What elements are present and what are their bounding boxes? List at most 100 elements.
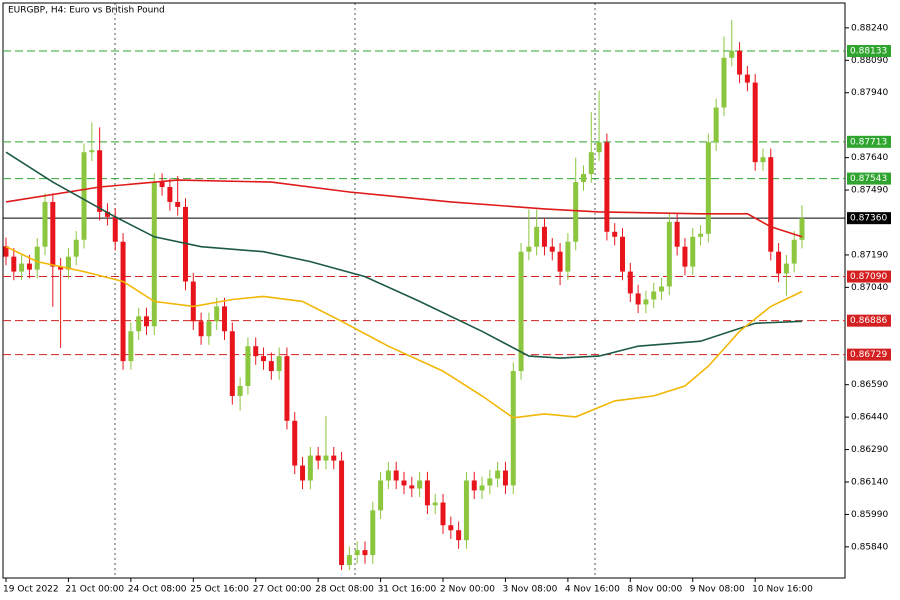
candle-body <box>737 50 743 75</box>
candle-body <box>120 241 126 362</box>
candle-body <box>222 306 228 332</box>
x-tick-label: 3 Nov 08:00 <box>502 585 557 595</box>
price-level-tag <box>847 212 891 225</box>
candle-body <box>268 361 274 372</box>
candle-body <box>534 226 540 247</box>
candle-body <box>104 211 110 217</box>
price-level-tag <box>847 270 891 283</box>
candle-body <box>307 455 313 481</box>
candle-body <box>284 356 290 421</box>
price-level-tag <box>847 348 891 361</box>
candle-body <box>705 142 711 234</box>
candle-body <box>292 420 298 466</box>
candle-body <box>19 263 25 272</box>
candle-body <box>300 465 306 481</box>
candle-body <box>768 157 774 252</box>
candle-body <box>167 187 173 202</box>
candle-body <box>245 346 251 386</box>
candle-body <box>487 478 493 486</box>
candle-body <box>190 281 196 322</box>
y-tick-label: 0.86140 <box>851 477 888 487</box>
candle-body <box>573 182 579 242</box>
price-level-label: 0.86729 <box>850 350 887 360</box>
candle-body <box>81 152 87 240</box>
candle-body <box>315 455 321 461</box>
x-tick-label: 8 Nov 00:00 <box>627 585 682 595</box>
candle-body <box>3 246 9 257</box>
price-level-label: 0.87360 <box>850 214 887 224</box>
candle-body <box>643 299 649 305</box>
candle-body <box>448 525 454 531</box>
candle-body <box>432 502 438 506</box>
candle-body <box>604 142 610 232</box>
candle-body <box>42 201 48 247</box>
candle-body <box>362 550 368 556</box>
candle-body <box>198 321 204 337</box>
candle-body <box>651 291 657 300</box>
x-tick-label: 31 Oct 16:00 <box>378 585 437 595</box>
candle-body <box>674 221 680 247</box>
candle-body <box>456 530 462 541</box>
candle-body <box>698 233 704 237</box>
y-tick-label: 0.87640 <box>851 153 888 163</box>
x-tick-label: 9 Nov 08:00 <box>690 585 745 595</box>
candle-body <box>26 263 32 270</box>
y-tick-label: 0.87190 <box>851 250 888 260</box>
candle-body <box>11 256 17 272</box>
price-level-label: 0.87543 <box>850 174 887 184</box>
candle-body <box>682 246 688 267</box>
price-level-tag <box>847 314 891 327</box>
candle-body <box>783 263 789 274</box>
candle-body <box>744 74 750 83</box>
candle-body <box>65 256 71 270</box>
candle-body <box>541 226 547 247</box>
y-tick-label: 0.86590 <box>851 380 888 390</box>
candle-body <box>612 231 618 237</box>
candle-body <box>729 50 735 58</box>
candle-body <box>401 480 407 486</box>
candle-body <box>471 480 477 491</box>
price-level-tag <box>847 135 891 148</box>
x-tick-label: 4 Nov 16:00 <box>565 585 620 595</box>
candle-body <box>253 346 259 357</box>
candle-body <box>339 460 345 566</box>
candle-body <box>791 239 797 264</box>
candle-body <box>635 293 641 305</box>
candle-body <box>378 480 384 511</box>
y-tick-label: 0.88090 <box>851 56 888 66</box>
candle-body <box>112 216 118 242</box>
candle-body <box>752 82 758 163</box>
candle-body <box>409 485 415 489</box>
candle-body <box>58 266 64 270</box>
candle-body <box>557 251 563 272</box>
candle-body <box>565 241 571 272</box>
x-tick-label: 19 Oct 2022 <box>3 585 59 595</box>
x-tick-label: 10 Nov 16:00 <box>752 585 813 595</box>
candle-body <box>182 206 188 282</box>
candle-body <box>97 150 103 212</box>
candle-body <box>370 510 376 556</box>
x-tick-label: 27 Oct 00:00 <box>253 585 312 595</box>
candle-body <box>89 150 95 153</box>
chart-title: EURGBP, H4: Euro vs British Pound <box>8 6 165 16</box>
x-tick-label: 24 Oct 08:00 <box>128 585 187 595</box>
candle-body <box>261 356 267 362</box>
candle-body <box>73 239 79 257</box>
candle-body <box>620 236 626 272</box>
candle-body <box>151 182 157 327</box>
price-level-tag <box>847 172 891 185</box>
candle-body <box>214 306 220 322</box>
plot-frame <box>2 2 846 579</box>
candle-body <box>206 321 212 337</box>
candle-body <box>237 385 243 396</box>
y-tick-label: 0.86290 <box>851 445 888 455</box>
candle-body <box>159 182 165 188</box>
price-level-label: 0.88133 <box>850 47 887 57</box>
candle-body <box>323 455 329 461</box>
candle-body <box>417 480 423 489</box>
candle-body <box>479 485 485 491</box>
y-tick-label: 0.87940 <box>851 88 888 98</box>
candle-body <box>463 480 469 541</box>
